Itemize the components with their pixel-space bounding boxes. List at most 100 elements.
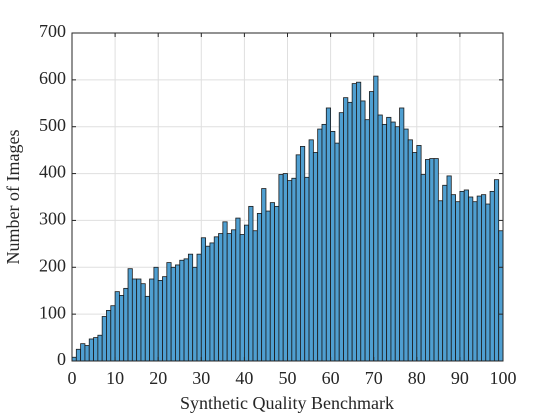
bar: [481, 194, 487, 362]
bar: [394, 126, 400, 362]
bar: [493, 179, 500, 362]
bar: [343, 97, 349, 362]
bar: [399, 107, 405, 362]
x-tick-label: 80: [408, 368, 426, 388]
bar: [243, 224, 250, 362]
bar: [166, 262, 172, 362]
bar: [226, 233, 232, 362]
bar: [498, 230, 504, 362]
bar: [317, 128, 323, 362]
bar: [351, 83, 357, 362]
bar: [429, 158, 435, 362]
bar: [476, 195, 482, 362]
bar: [312, 152, 319, 362]
bar: [455, 201, 461, 362]
bar: [252, 230, 258, 362]
bar: [412, 152, 418, 362]
bar: [110, 305, 116, 362]
bar: [101, 316, 107, 362]
bar: [84, 345, 90, 362]
bar: [274, 205, 280, 362]
bar: [360, 100, 366, 362]
bar: [364, 119, 370, 362]
bar: [231, 229, 237, 362]
x-axis-label: Synthetic Quality Benchmark: [180, 393, 394, 413]
bar: [325, 107, 332, 362]
bar: [416, 145, 422, 362]
bar: [209, 242, 215, 362]
bar: [192, 266, 198, 362]
bar: [136, 278, 142, 362]
bar: [446, 175, 452, 362]
x-tick-label: 100: [490, 368, 517, 388]
bar: [407, 139, 413, 362]
y-tick-label: 600: [39, 68, 66, 88]
x-tick-label: 40: [235, 368, 253, 388]
bar: [218, 233, 224, 362]
y-tick-label: 100: [39, 302, 66, 322]
y-tick-label: 200: [39, 255, 66, 275]
bar: [300, 145, 306, 362]
bar: [472, 201, 478, 362]
bar: [287, 180, 293, 362]
bar: [222, 221, 228, 362]
bar: [131, 278, 138, 362]
bar: [153, 266, 159, 362]
bar: [377, 114, 383, 362]
bar: [373, 75, 379, 362]
bar: [106, 309, 112, 362]
y-tick-label: 400: [39, 162, 66, 182]
bar: [123, 287, 129, 362]
bar: [450, 194, 456, 362]
bar: [157, 280, 163, 362]
bar: [239, 234, 245, 362]
bar: [119, 294, 125, 362]
bar: [282, 173, 288, 362]
y-tick-label: 500: [39, 115, 66, 135]
bar: [97, 334, 103, 362]
y-tick-label: 700: [39, 21, 66, 41]
bar: [140, 283, 146, 362]
bar: [162, 276, 168, 362]
bar: [295, 154, 301, 362]
bar: [291, 177, 297, 362]
bar: [269, 202, 275, 362]
bar: [338, 112, 344, 362]
bar: [425, 159, 431, 362]
bar: [330, 130, 336, 362]
y-axis-label: Number of Images: [3, 130, 23, 265]
bar: [437, 200, 444, 362]
bar: [127, 268, 133, 362]
x-tick-label: 70: [365, 368, 383, 388]
bar: [183, 258, 189, 362]
bar: [334, 142, 340, 362]
x-tick-label: 60: [322, 368, 340, 388]
bar: [304, 176, 310, 362]
x-tick-label: 10: [106, 368, 124, 388]
bar: [321, 123, 327, 362]
x-tick-label: 90: [451, 368, 469, 388]
y-tick-label: 300: [39, 209, 66, 229]
bar: [144, 295, 150, 362]
bar: [187, 253, 194, 362]
bar: [459, 190, 465, 362]
bar: [403, 128, 409, 362]
bar: [386, 116, 392, 362]
bar: [347, 101, 353, 362]
bar: [356, 81, 362, 362]
bar: [175, 264, 181, 362]
bar: [149, 278, 155, 362]
bar: [390, 121, 396, 362]
bar: [256, 212, 263, 362]
bar: [179, 259, 185, 362]
bar: [381, 123, 388, 362]
bar: [278, 174, 284, 362]
bar: [205, 245, 211, 362]
bar: [196, 253, 202, 362]
bar: [80, 343, 86, 362]
bar: [114, 291, 120, 362]
bar: [170, 266, 176, 362]
x-tick-label: 20: [149, 368, 167, 388]
bar: [433, 158, 439, 362]
